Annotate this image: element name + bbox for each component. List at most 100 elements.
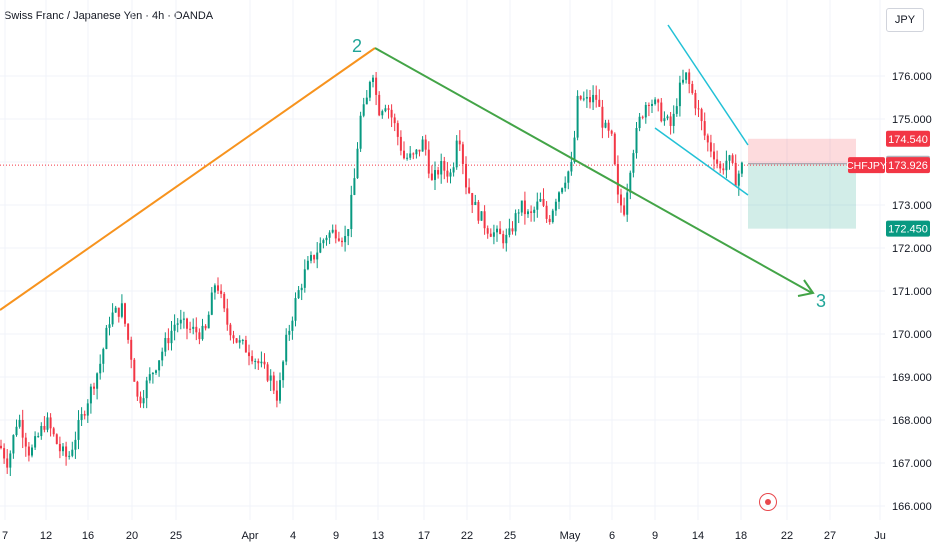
candle — [610, 129, 613, 136]
candle — [6, 449, 9, 474]
candle — [198, 328, 201, 345]
candle — [477, 199, 480, 224]
candle — [182, 311, 185, 329]
candle — [737, 170, 740, 196]
y-tick-label: 168.000 — [892, 415, 932, 427]
candle — [452, 162, 455, 177]
candle — [713, 143, 715, 170]
candle — [65, 441, 68, 466]
candle — [694, 89, 697, 116]
candle — [12, 434, 15, 459]
candle — [272, 371, 275, 395]
currency-selector[interactable]: JPY — [886, 8, 924, 32]
candle — [604, 119, 607, 129]
candle — [331, 224, 334, 234]
wave-label-3: 3 — [816, 291, 826, 311]
candle — [291, 316, 294, 340]
y-tick-label: 175.000 — [892, 114, 932, 126]
candle — [148, 367, 151, 384]
candle — [83, 410, 86, 420]
y-tick-label: 170.000 — [892, 329, 932, 341]
candle — [142, 390, 145, 409]
candle — [570, 151, 573, 176]
candle — [235, 337, 238, 344]
candle — [145, 376, 148, 409]
candle — [641, 115, 644, 120]
arrow-head-icon — [797, 279, 815, 297]
candle — [387, 104, 390, 119]
candle — [241, 338, 244, 345]
candle — [93, 382, 95, 396]
candle — [133, 357, 136, 382]
candle — [257, 358, 260, 370]
candle — [306, 256, 309, 271]
candle — [195, 317, 198, 341]
candle — [0, 439, 2, 450]
candle — [384, 104, 387, 113]
candle — [372, 74, 374, 88]
candle — [716, 150, 719, 169]
candle — [399, 130, 402, 156]
candle — [629, 170, 632, 200]
candle — [551, 208, 554, 224]
candle — [682, 69, 684, 85]
candle — [3, 443, 6, 464]
x-tick-label: 16 — [82, 530, 94, 542]
x-tick-label: 17 — [418, 530, 430, 542]
candle — [43, 416, 46, 433]
candle — [697, 100, 700, 118]
y-tick-label: 173.000 — [892, 200, 932, 212]
candle — [620, 188, 622, 213]
candle — [192, 318, 195, 335]
x-tick-label: 20 — [126, 530, 138, 542]
candle — [251, 350, 254, 365]
record-icon[interactable] — [759, 493, 777, 511]
candle — [158, 360, 161, 377]
candle — [635, 122, 638, 159]
candle — [542, 188, 545, 208]
y-tick-label: 172.000 — [892, 243, 932, 255]
candle — [654, 97, 657, 106]
candle — [238, 335, 241, 349]
x-tick-label: 25 — [170, 530, 182, 542]
candle — [514, 209, 517, 236]
price-tag-current — [886, 157, 930, 174]
candle — [734, 154, 737, 186]
x-tick-label: 7 — [2, 530, 8, 542]
candle — [638, 112, 641, 132]
candle — [527, 209, 529, 218]
candle — [700, 107, 703, 131]
candle — [564, 176, 567, 192]
candle — [548, 215, 551, 225]
x-tick-label: 13 — [372, 530, 384, 542]
candle — [678, 75, 681, 117]
candle — [322, 238, 325, 249]
wedge-line-upper — [667, 24, 749, 146]
candle — [728, 154, 731, 170]
candle — [558, 191, 560, 210]
candle — [117, 307, 120, 323]
candle — [530, 205, 533, 222]
x-tick-label: Apr — [241, 530, 258, 542]
candle — [310, 251, 312, 264]
candle — [344, 225, 347, 252]
candle — [434, 161, 436, 190]
candle — [55, 433, 58, 445]
candle — [99, 354, 102, 380]
candle — [297, 285, 300, 300]
candle — [396, 120, 399, 146]
candle — [719, 161, 722, 174]
candle — [328, 230, 331, 245]
candle — [34, 431, 37, 451]
candle — [275, 380, 278, 408]
candle — [111, 303, 114, 327]
candle — [474, 194, 477, 206]
candle — [424, 134, 427, 156]
candle — [508, 218, 511, 238]
candle — [300, 283, 303, 301]
candle — [539, 192, 542, 203]
candle — [623, 197, 626, 217]
candle — [365, 90, 368, 105]
